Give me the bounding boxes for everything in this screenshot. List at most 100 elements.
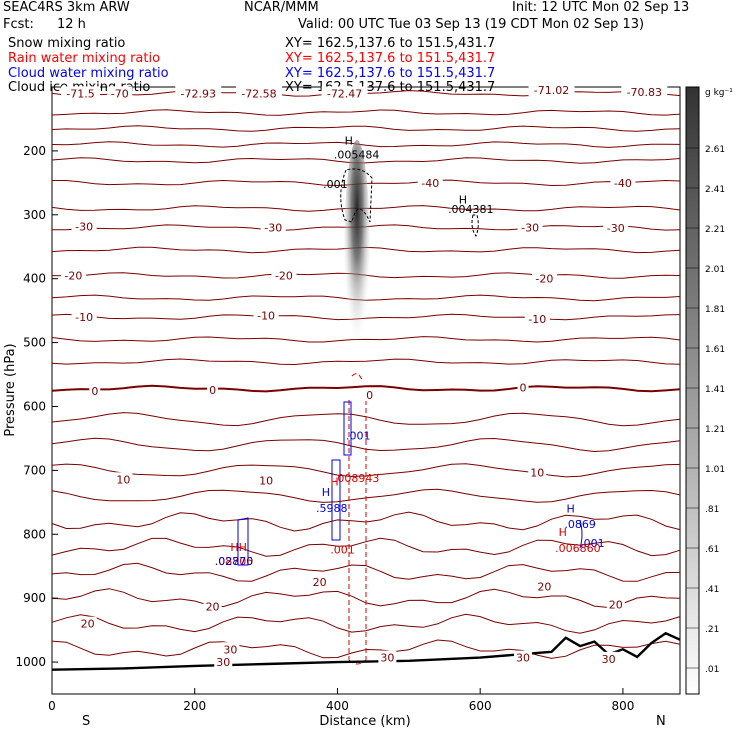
contour-label-bg [528, 83, 575, 97]
field-xy-rain: XY= 162.5,137.6 to 151.5,431.7 [285, 51, 496, 66]
colorbar-label: .61 [705, 545, 719, 555]
header-model: SEAC4RS 3km ARW [3, 0, 130, 15]
y-tick-label: 600 [23, 399, 46, 413]
contour-label-bg [257, 473, 276, 487]
colorbar-label: 1.21 [705, 425, 725, 435]
temperature-contour-label: 30 [223, 643, 237, 656]
contour-label-bg [107, 86, 133, 100]
contour-label-bg [528, 465, 547, 479]
colorbar-label: 1.81 [705, 305, 725, 315]
extremum-label: .001 [346, 430, 371, 443]
contour-label-bg [221, 642, 240, 656]
contour-label-bg [310, 575, 329, 589]
contour-label-bg [214, 655, 233, 669]
cloud-water-contour-lower [331, 459, 341, 541]
extremum-label: .001 [330, 543, 355, 556]
field-label-cloud-water: Cloud water mixing ratio [8, 66, 169, 81]
y-tick-label: 900 [23, 591, 46, 605]
field-xy-snow: XY= 162.5,137.6 to 151.5,431.7 [285, 36, 496, 51]
x-end-label-right: N [656, 714, 666, 729]
y-tick-label: 300 [23, 208, 46, 222]
contour-label-bg [235, 86, 282, 100]
colorbar-unit: g kg⁻¹ [705, 88, 733, 98]
terrain-line [51, 631, 681, 671]
temperature-contour-label: -20 [64, 269, 82, 282]
temperature-contour-label: -20 [275, 269, 293, 282]
extremum-label: H [345, 135, 353, 148]
extremum-label: .008943 [334, 472, 380, 485]
contour-label-bg [621, 85, 668, 99]
x-end-label-left: S [82, 714, 90, 729]
colorbar-label: .01 [705, 665, 719, 675]
temperature-contour-label: 0 [91, 385, 98, 398]
contour-label-bg [531, 271, 557, 285]
header-init: Init: 12 UTC Mon 02 Sep 13 [512, 0, 690, 15]
temperature-contour-line [51, 358, 681, 366]
temperature-contour-label: -10 [528, 313, 546, 326]
axes: 0 200 400 600 800200300400500600700800900100… [15, 144, 634, 713]
extremum-label: HH [230, 541, 247, 554]
temperature-contour-label: -72.47 [327, 87, 362, 100]
y-tick-label: 500 [23, 336, 46, 350]
temperature-contour-label: 30 [380, 652, 394, 665]
temperature-contour-label: 0 [209, 384, 216, 397]
extremum-label: .004381 [448, 203, 494, 216]
field-label-snow: Snow mixing ratio [8, 36, 126, 51]
snow-shading [344, 140, 370, 370]
colorbar-label: 1.41 [705, 385, 725, 395]
colorbar-label: 1.61 [705, 345, 725, 355]
extremum-label: .5988 [316, 502, 348, 515]
temperature-contour-label: 20 [537, 581, 551, 594]
temperature-contour-label: 0 [366, 389, 373, 402]
temperature-contour-label: 20 [609, 599, 623, 612]
temperature-contour-label: 0 [520, 381, 527, 394]
temperature-contour-label: 10 [259, 475, 273, 488]
temperature-contour-label: -70 [111, 87, 129, 100]
contour-label-bg [364, 387, 376, 401]
y-axis-label: Pressure (hPa) [3, 343, 18, 436]
x-tick-label: 400 [326, 699, 349, 713]
y-tick-label: 800 [23, 527, 46, 541]
contour-label-bg [253, 308, 279, 322]
extremum-label: .02870 [215, 555, 254, 568]
extremum-label: .005484 [334, 149, 380, 162]
y-tick-label: 1000 [15, 655, 46, 669]
snow-contour-small [471, 214, 479, 238]
temperature-contour-line [51, 562, 681, 582]
extremum-label: H [559, 526, 567, 539]
cloud-water-contour-right [579, 519, 583, 549]
temperature-contour-label: 20 [313, 576, 327, 589]
mixing-ratio-contours [237, 168, 583, 665]
temperature-contour-label: -10 [257, 310, 275, 323]
contour-label-bg [517, 220, 543, 234]
contour-label-bg [78, 616, 97, 630]
field-label-rain: Rain water mixing ratio [8, 51, 161, 66]
temperature-contour-label: -70.83 [627, 86, 662, 99]
x-tick-label: 0 [48, 699, 56, 713]
contour-label-bg [114, 472, 133, 486]
y-tick-label: 400 [23, 272, 46, 286]
contour-label-bg [517, 380, 529, 394]
temperature-contour-label: 20 [206, 600, 220, 613]
contour-label-bg [524, 311, 550, 325]
header-valid: Valid: 00 UTC Tue 03 Sep 13 (19 CDT Mon … [298, 17, 645, 32]
y-tick-label: 200 [23, 144, 46, 158]
temperature-contour-label: -71.02 [534, 84, 569, 97]
temperature-contour-label: -40 [421, 177, 439, 190]
snow-core [344, 140, 370, 370]
colorbar-label: 2.41 [705, 185, 725, 195]
extremum-label: H [322, 486, 330, 499]
extremum-label: .006860 [555, 542, 601, 555]
temperature-contour-label: 30 [602, 653, 616, 666]
temperature-contour-line [51, 141, 681, 148]
colorbar-label: 1.01 [705, 465, 725, 475]
x-axis-label: Distance (km) [319, 714, 410, 729]
contour-label-bg [599, 651, 618, 665]
temperature-contour-label: -30 [521, 222, 539, 235]
temperature-contour-line [51, 125, 681, 132]
header-fcst-value: 12 h [57, 17, 86, 32]
colorbar-label: .21 [705, 625, 719, 635]
contour-label-bg [514, 650, 532, 664]
temperature-contour-label: 10 [530, 466, 544, 479]
